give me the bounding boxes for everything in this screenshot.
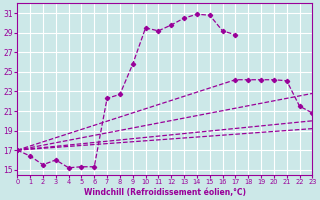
- X-axis label: Windchill (Refroidissement éolien,°C): Windchill (Refroidissement éolien,°C): [84, 188, 246, 197]
